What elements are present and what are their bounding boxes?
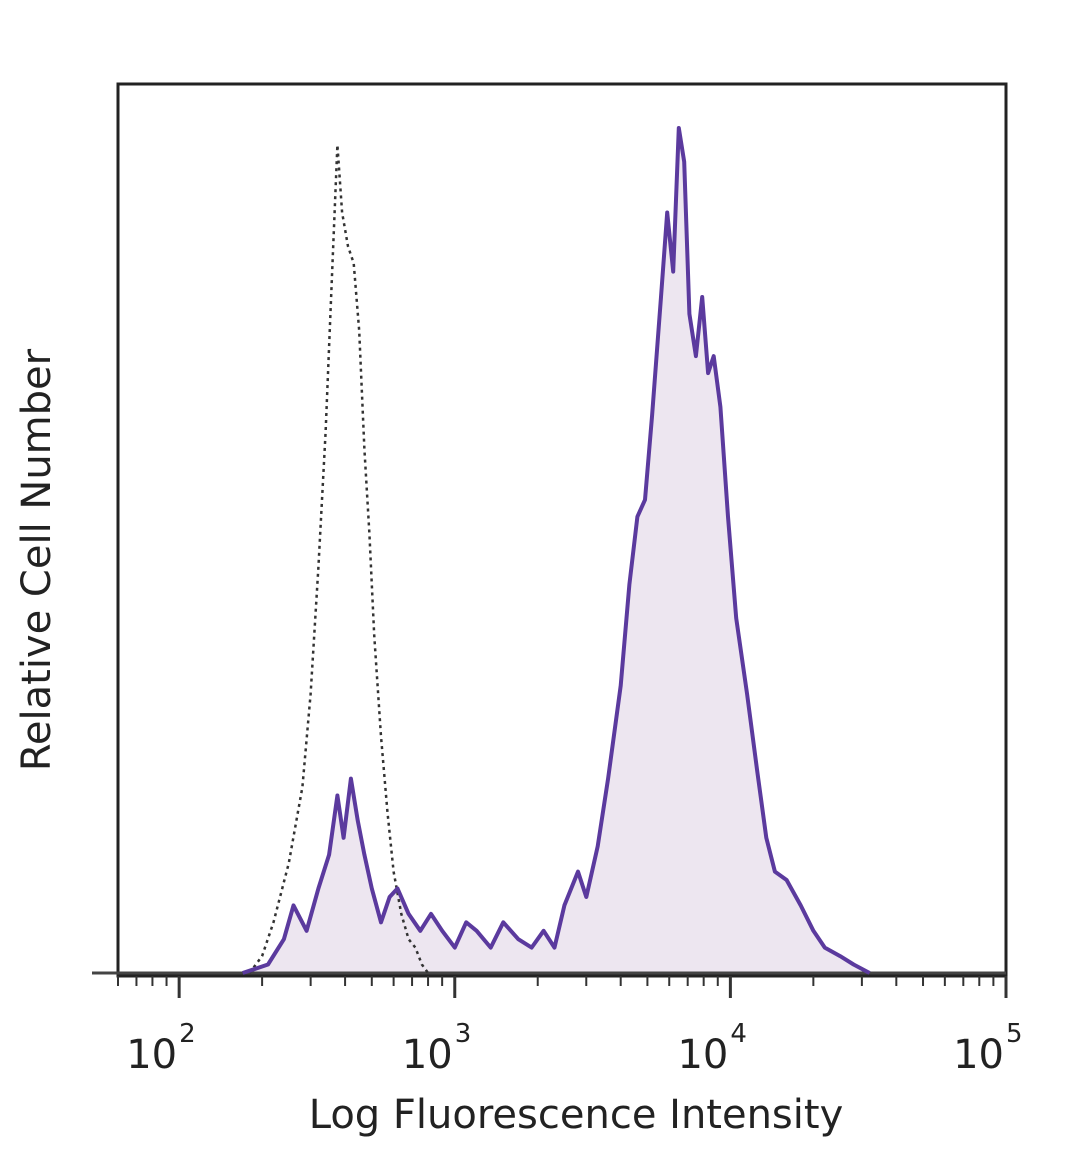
- x-tick-label-1: 10: [402, 1032, 453, 1078]
- plot-frame: [116, 82, 1008, 978]
- x-tick-exponent-2: 4: [730, 1019, 747, 1049]
- x-tick-label-3: 10: [953, 1032, 1004, 1078]
- x-tick-label-0: 10: [126, 1032, 177, 1078]
- series-layer: [92, 126, 1006, 975]
- y-axis-label: Relative Cell Number: [14, 348, 60, 771]
- series-1-fill: [242, 128, 870, 973]
- x-tick-exponent-1: 3: [455, 1019, 472, 1049]
- x-tick-label-2: 10: [677, 1032, 728, 1078]
- x-axis-label: Log Fluorescence Intensity: [309, 1092, 844, 1138]
- series-1-line: [242, 126, 871, 975]
- x-axis: 10 2 10 3 10 4 10 5: [117, 976, 1023, 1078]
- x-tick-exponent-3: 5: [1006, 1019, 1023, 1049]
- x-tick-exponent-0: 2: [179, 1019, 196, 1049]
- series-0-line: [248, 143, 430, 974]
